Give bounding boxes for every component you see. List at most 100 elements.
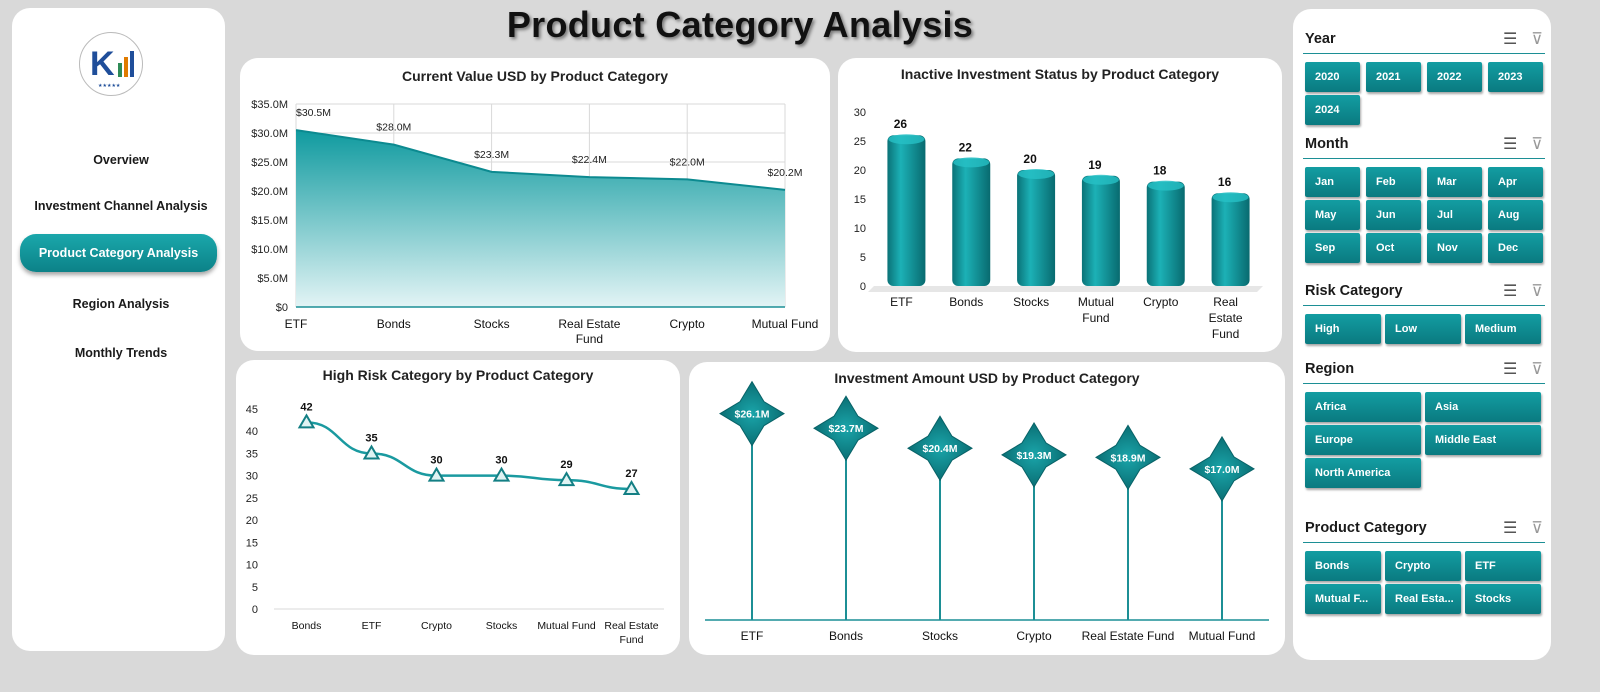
- slicer-button-month[interactable]: Dec: [1488, 233, 1543, 263]
- data-label: $19.3M: [1016, 450, 1051, 462]
- x-tick-label: Crypto: [670, 317, 706, 331]
- slicer-button-month[interactable]: Apr: [1488, 167, 1543, 197]
- slicer-button-month[interactable]: Jul: [1427, 200, 1482, 230]
- nav-monthly-trends[interactable]: Monthly Trends: [74, 346, 168, 360]
- slicer-button-month[interactable]: Mar: [1427, 167, 1482, 197]
- multi-select-icon[interactable]: ☰: [1502, 520, 1518, 537]
- slicer-title-month: Month: [1305, 136, 1349, 152]
- slicer-button-region[interactable]: Africa: [1305, 392, 1421, 422]
- data-label: $20.4M: [922, 443, 957, 455]
- nav-investment-channel[interactable]: Investment Channel Analysis: [34, 199, 208, 213]
- slicer-divider: [1303, 53, 1545, 54]
- slicer-button-product-category[interactable]: Crypto: [1385, 551, 1461, 581]
- slicer-button-region[interactable]: Middle East: [1425, 425, 1541, 455]
- slicer-button-year[interactable]: 2021: [1366, 62, 1421, 92]
- x-tick-label: Stocks: [1013, 295, 1049, 309]
- slicer-icons: ☰ ⊽: [1503, 281, 1543, 301]
- slicer-button-product-category[interactable]: Real Esta...: [1385, 584, 1461, 614]
- x-tick-label: Fund: [1212, 327, 1239, 341]
- line-marker: [557, 471, 576, 487]
- nav-overview[interactable]: Overview: [93, 153, 149, 167]
- clear-filter-icon[interactable]: ⊽: [1531, 31, 1543, 48]
- x-tick-label: Stocks: [922, 629, 958, 643]
- inactive-bar-chart: 0 5 10 15 20 25 30 26 ETF 22 Bonds 20 Stocks 19 Mutual…: [854, 107, 1263, 341]
- slicer-title-risk-category: Risk Category: [1305, 283, 1403, 299]
- clear-filter-icon[interactable]: ⊽: [1531, 136, 1543, 153]
- slicer-button-product-category[interactable]: ETF: [1465, 551, 1541, 581]
- data-label: $26.1M: [734, 409, 769, 421]
- slicer-button-product-category[interactable]: Stocks: [1465, 584, 1541, 614]
- slicer-icons: ☰ ⊽: [1503, 518, 1543, 538]
- x-tick-label: Mutual Fund: [537, 620, 596, 632]
- y-tick-label: 35: [246, 448, 258, 460]
- slicer-button-region[interactable]: Asia: [1425, 392, 1541, 422]
- star-marker: [1095, 424, 1161, 491]
- star-marker: [813, 395, 879, 462]
- slicer-button-month[interactable]: Feb: [1366, 167, 1421, 197]
- current-value-area-chart: $0 $5.0M $10.0M $15.0M $20.0M $25.0M $30.0M $35…: [251, 99, 819, 346]
- slicer-button-product-category[interactable]: Bonds: [1305, 551, 1381, 581]
- multi-select-icon[interactable]: ☰: [1502, 31, 1518, 48]
- x-tick-label: Estate: [1209, 311, 1243, 325]
- area-line: [295, 129, 786, 191]
- slicer-button-month[interactable]: Jan: [1305, 167, 1360, 197]
- logo: K ★★★★★: [79, 32, 143, 96]
- clear-filter-icon[interactable]: ⊽: [1531, 283, 1543, 300]
- slicer-button-region[interactable]: Europe: [1305, 425, 1421, 455]
- multi-select-icon[interactable]: ☰: [1502, 361, 1518, 378]
- area-series: [296, 130, 785, 307]
- y-tick-label: 30: [246, 471, 258, 483]
- x-tick-label: ETF: [890, 295, 913, 309]
- slicer-button-risk-category[interactable]: Medium: [1465, 314, 1541, 344]
- x-tick-label: Real Estate: [558, 317, 620, 331]
- nav-product-category[interactable]: Product Category Analysis: [20, 234, 217, 272]
- x-tick-label: Stocks: [474, 317, 510, 331]
- x-tick-label: Mutual Fund: [752, 317, 819, 331]
- slicer-button-month[interactable]: May: [1305, 200, 1360, 230]
- slicer-button-year[interactable]: 2022: [1427, 62, 1482, 92]
- investment-amount-chart-panel: Investment Amount USD by Product Categor…: [689, 362, 1285, 655]
- slicer-icons: ☰ ⊽: [1503, 134, 1543, 154]
- data-label: $23.3M: [474, 149, 509, 161]
- slicer-button-year[interactable]: 2023: [1488, 62, 1543, 92]
- slicer-button-month[interactable]: Sep: [1305, 233, 1360, 263]
- nav-region[interactable]: Region Analysis: [72, 297, 170, 311]
- bar-top: [888, 134, 925, 145]
- y-tick-label: $20.0M: [251, 186, 288, 198]
- x-tick-label: Crypto: [1016, 629, 1052, 643]
- slicer-button-month[interactable]: Oct: [1366, 233, 1421, 263]
- slicer-button-month[interactable]: Jun: [1366, 200, 1421, 230]
- star-marker: [1001, 421, 1067, 488]
- slicer-button-year[interactable]: 2020: [1305, 62, 1360, 92]
- data-label: $30.5M: [296, 107, 331, 119]
- logo-stars: ★★★★★: [98, 83, 121, 89]
- y-tick-label: 10: [854, 223, 866, 235]
- slicer-button-year[interactable]: 2024: [1305, 95, 1360, 125]
- x-tick-label: Bonds: [292, 620, 322, 632]
- bar-top: [1082, 174, 1119, 185]
- clear-filter-icon[interactable]: ⊽: [1531, 520, 1543, 537]
- svg-text:K: K: [90, 45, 115, 83]
- slicer-button-risk-category[interactable]: Low: [1385, 314, 1461, 344]
- data-label: 29: [560, 459, 572, 471]
- slicer-button-month[interactable]: Nov: [1427, 233, 1482, 263]
- y-tick-label: $15.0M: [251, 215, 288, 227]
- clear-filter-icon[interactable]: ⊽: [1531, 361, 1543, 378]
- y-tick-label: 25: [854, 136, 866, 148]
- slicer-button-risk-category[interactable]: High: [1305, 314, 1381, 344]
- data-label: 22: [959, 140, 973, 154]
- y-tick-label: 15: [246, 537, 258, 549]
- multi-select-icon[interactable]: ☰: [1502, 283, 1518, 300]
- y-tick-label: 40: [246, 426, 258, 438]
- x-tick-label: Bonds: [377, 317, 411, 331]
- y-tick-label: 10: [246, 560, 258, 572]
- data-label: $22.4M: [572, 154, 607, 166]
- slicer-button-month[interactable]: Aug: [1488, 200, 1543, 230]
- line-marker: [362, 444, 381, 460]
- slicer-button-region[interactable]: North America: [1305, 458, 1421, 488]
- multi-select-icon[interactable]: ☰: [1502, 136, 1518, 153]
- x-tick-label: Fund: [576, 332, 603, 346]
- y-tick-label: 20: [246, 515, 258, 527]
- slicer-button-product-category[interactable]: Mutual F...: [1305, 584, 1381, 614]
- slicer-divider: [1303, 383, 1545, 384]
